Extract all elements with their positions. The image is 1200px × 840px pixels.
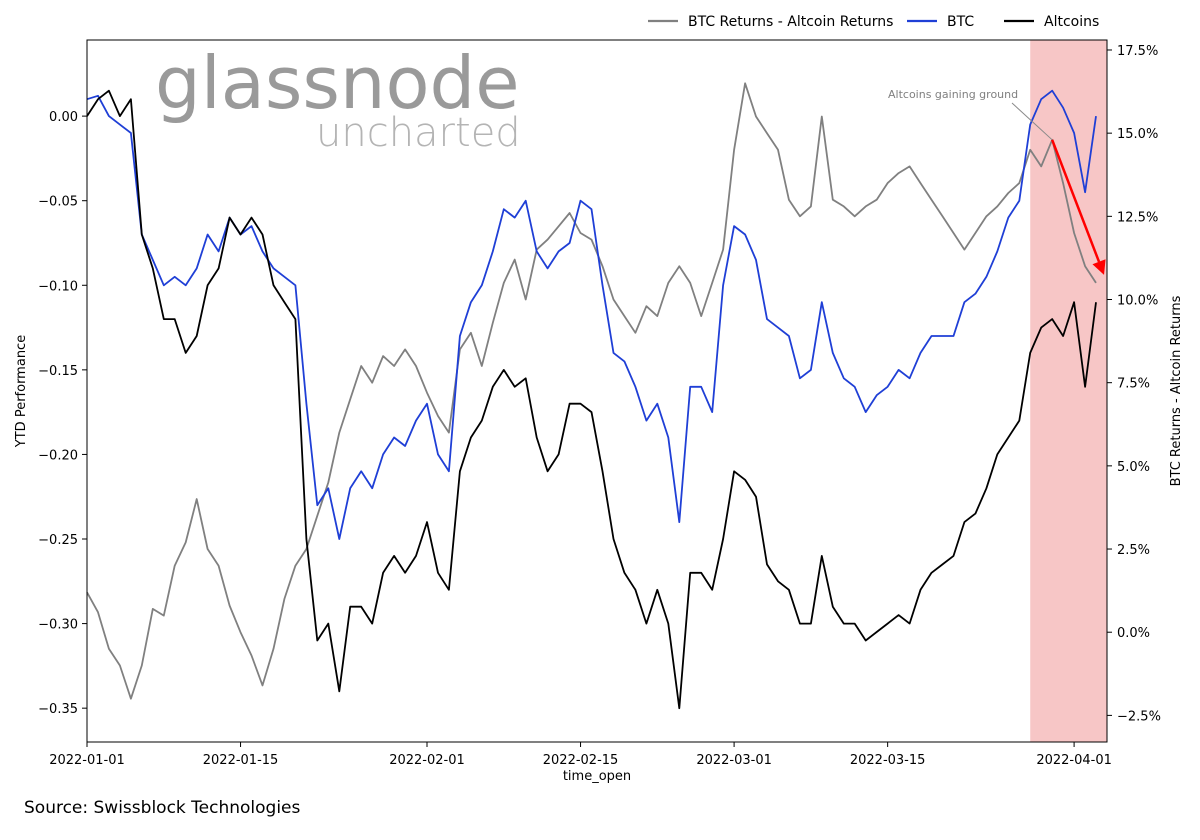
x-tick-label: 2022-02-15: [543, 753, 619, 768]
right-tick-label: 7.5%: [1117, 377, 1150, 392]
right-tick-label: 5.0%: [1117, 460, 1150, 475]
highlight-region: [1030, 40, 1107, 742]
annotation-leader: [1011, 102, 1053, 141]
right-tick-label: 0.0%: [1117, 626, 1150, 641]
left-axis: 0.00 −0.05 −0.10 −0.15 −0.20 −0.25 −0.30 −0.35: [38, 110, 87, 717]
plot-frame: [86, 39, 1108, 743]
x-tick-label: 2022-01-15: [203, 753, 279, 768]
left-tick-label: −0.30: [38, 618, 78, 633]
x-tick-label: 2022-03-15: [850, 753, 926, 768]
left-axis-title: YTD Performance: [14, 335, 29, 448]
x-tick-label: 2022-03-01: [696, 753, 772, 768]
legend-label-1: BTC: [947, 14, 974, 30]
right-axis: 17.5% 15.0% 12.5% 10.0% 7.5% 5.0% 2.5% 0.0% −2.5…: [1107, 44, 1161, 724]
trend-arrow: [1050, 139, 1101, 263]
watermark-sub: uncharted: [316, 110, 521, 156]
right-tick-label: −2.5%: [1117, 709, 1161, 724]
series-layer: [86, 82, 1097, 710]
annotation-layer: Altcoins gaining ground: [888, 88, 1106, 275]
x-axis: 2022-01-01 2022-01-15 2022-02-01 2022-02-15…: [49, 742, 1112, 768]
series-line-0: [86, 82, 1097, 700]
x-tick-label: 2022-01-01: [49, 753, 125, 768]
left-tick-label: −0.35: [38, 702, 78, 717]
series-line-2: [86, 89, 1097, 710]
right-tick-label: 15.0%: [1117, 127, 1158, 142]
left-tick-label: −0.25: [38, 533, 78, 548]
x-tick-label: 2022-04-01: [1036, 753, 1112, 768]
legend-label-0: BTC Returns - Altcoin Returns: [688, 14, 893, 30]
left-tick-label: −0.05: [38, 195, 78, 210]
right-tick-label: 10.0%: [1117, 294, 1158, 309]
left-tick-label: −0.10: [38, 279, 78, 294]
trend-arrow-head: [1092, 259, 1106, 275]
left-tick-label: −0.15: [38, 364, 78, 379]
right-tick-label: 17.5%: [1117, 44, 1158, 59]
source-caption: Source: Swissblock Technologies: [24, 798, 301, 818]
annotation-text: Altcoins gaining ground: [888, 88, 1018, 101]
series-line-1: [86, 89, 1097, 540]
right-axis-title: BTC Returns - Altcoin Returns: [1169, 295, 1184, 486]
x-tick-label: 2022-02-01: [389, 753, 465, 768]
x-axis-title: time_open: [563, 769, 631, 784]
legend: BTC Returns - Altcoin Returns BTC Altcoins: [648, 14, 1099, 30]
left-tick-label: 0.00: [49, 110, 78, 125]
left-tick-label: −0.20: [38, 448, 78, 463]
watermark-brand: glassnode: [155, 41, 520, 125]
watermark: glassnode uncharted: [155, 41, 521, 156]
right-tick-label: 12.5%: [1117, 210, 1158, 225]
legend-label-2: Altcoins: [1044, 14, 1099, 30]
right-tick-label: 2.5%: [1117, 543, 1150, 558]
